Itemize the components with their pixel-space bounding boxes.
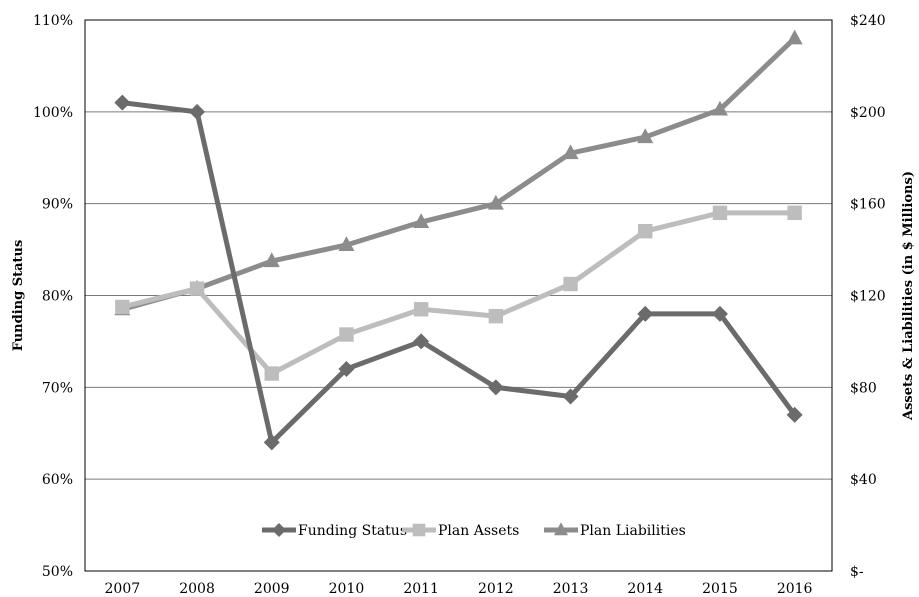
triangle-marker (413, 213, 430, 229)
diamond-marker (114, 94, 131, 111)
series-line (121, 210, 795, 377)
diamond-marker (413, 333, 430, 350)
x-tick-label: 2009 (254, 581, 290, 597)
x-tick-label: 2007 (105, 581, 141, 597)
diamond-marker (189, 103, 206, 120)
triangle-marker (562, 144, 579, 160)
series-layer (114, 29, 803, 451)
right-tick-label: $- (850, 564, 864, 580)
right-axis-ticks: $- $40 $80 $120 $160 $200 $240 (850, 13, 886, 580)
left-tick-label: 70% (42, 380, 73, 396)
series-line (122, 100, 797, 445)
diamond-marker (338, 360, 355, 377)
left-axis-ticks: 50% 60% 70% 80% 90% 100% 110% (33, 13, 73, 580)
series-plan-assets (115, 205, 802, 381)
square-marker (787, 205, 802, 221)
x-tick-label: 2012 (478, 581, 514, 597)
x-tick-label: 2015 (702, 581, 738, 597)
left-tick-label: 100% (33, 105, 73, 121)
series-funding-status (114, 94, 803, 451)
diamond-marker (263, 434, 280, 451)
square-marker (712, 205, 728, 221)
square-marker (339, 327, 354, 342)
square-marker (189, 281, 205, 296)
right-tick-label: $200 (850, 105, 886, 121)
diamond-marker (637, 305, 654, 322)
left-tick-label: 50% (42, 564, 73, 580)
x-tick-label: 2010 (329, 581, 365, 597)
square-marker (488, 308, 504, 324)
right-axis-title: Assets & Liabilities (in $ Millions) (901, 171, 916, 421)
x-tick-label: 2016 (777, 581, 813, 597)
legend-item: Plan Assets (402, 523, 519, 539)
left-axis-title: Funding Status (11, 240, 26, 352)
series-line (121, 36, 797, 312)
left-tick-label: 60% (42, 472, 73, 488)
x-tick-label: 2013 (553, 581, 589, 597)
plot-area (84, 19, 833, 572)
triangle-marker (263, 252, 280, 268)
diamond-marker (272, 523, 286, 537)
left-tick-label: 90% (42, 197, 73, 213)
right-tick-label: $80 (850, 380, 877, 396)
legend-label: Plan Assets (438, 523, 519, 539)
left-tick-label: 110% (33, 13, 73, 29)
legend-label: Funding Status (298, 523, 407, 539)
square-marker (264, 366, 279, 381)
triangle-marker (487, 194, 504, 210)
square-marker (412, 523, 426, 537)
diamond-marker (711, 305, 728, 322)
triangle-marker (711, 100, 728, 116)
diamond-marker (487, 379, 504, 396)
legend: Funding Status Plan Assets Plan Liabilitie… (262, 522, 686, 539)
triangle-marker (338, 236, 355, 251)
x-axis-ticks: 2007 2008 2009 2010 2011 2012 2013 2014 2015 2016 (105, 581, 813, 597)
square-marker (115, 299, 130, 315)
triangle-marker (637, 128, 654, 144)
triangle-marker (786, 29, 803, 45)
right-tick-label: $40 (850, 472, 877, 488)
x-tick-label: 2008 (179, 581, 215, 597)
series-plan-liabilities (114, 29, 803, 316)
square-marker (638, 224, 653, 239)
legend-item: Funding Status (262, 523, 407, 539)
legend-item: Plan Liabilities (544, 522, 686, 539)
square-marker (563, 276, 578, 292)
diamond-marker (786, 406, 803, 423)
diamond-marker (562, 388, 579, 405)
x-tick-label: 2014 (627, 581, 663, 597)
left-tick-label: 80% (42, 289, 73, 305)
square-marker (413, 302, 429, 317)
right-tick-label: $160 (850, 197, 886, 213)
legend-label: Plan Liabilities (580, 523, 686, 539)
right-tick-label: $120 (850, 289, 886, 305)
x-tick-label: 2011 (403, 581, 439, 597)
right-tick-label: $240 (850, 13, 886, 29)
triangle-marker (554, 522, 568, 536)
